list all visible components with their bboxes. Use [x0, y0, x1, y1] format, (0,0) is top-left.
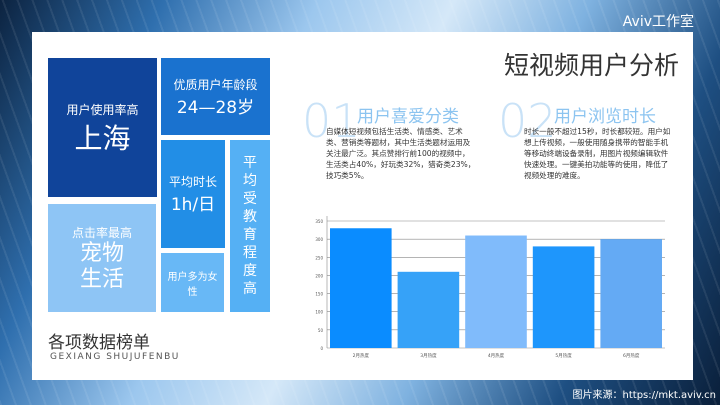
point-number: 01: [302, 94, 361, 148]
bar: [330, 228, 392, 348]
point-heading: 用户喜爱分类: [357, 107, 459, 127]
bar: [465, 235, 527, 348]
tile-label: 用户使用率高: [66, 103, 139, 117]
page-title: 短视频用户分析: [503, 51, 679, 80]
x-tick-label: 4月热度: [488, 352, 505, 359]
x-tick-label: 2月热度: [353, 352, 370, 359]
bar-chart: 0 50 100 150 200 250 300 350 2月热度 3月热度 4月热度 5月热度 6月热…: [315, 216, 665, 359]
section-subtitle: GEXIANG SHUJUFENBU: [50, 352, 180, 362]
tile-label: 用户多为女性: [167, 271, 218, 298]
tile-usage-city: 用户使用率高 上海: [48, 58, 157, 197]
bar: [600, 239, 662, 348]
tile-click-rate: 点击率最高 宠物生活: [48, 204, 156, 312]
x-tick-label: 5月热度: [555, 352, 572, 359]
x-tick-label: 3月热度: [420, 352, 437, 359]
y-tick-label: 200: [315, 273, 323, 278]
image-source: 图片来源：https://mkt.aviv.cn: [572, 390, 716, 401]
x-tick-label: 6月热度: [623, 352, 640, 359]
tile-gender: 用户多为女性: [161, 253, 224, 312]
point-number: 02: [498, 94, 557, 148]
bar: [397, 271, 460, 348]
tile-value: 24—28岁: [176, 97, 255, 118]
tile-label: 平均受教育程度高: [243, 155, 257, 297]
tile-age: 优质用户年龄段 24—28岁: [161, 58, 270, 135]
y-tick-label: 250: [315, 255, 323, 260]
tile-duration: 平均时长 1h/日: [161, 140, 225, 248]
tile-value: 宠物生活: [79, 240, 124, 292]
point-text: 时长一般不超过15秒，时长都较短。用户如想上传视频，一般使用随身携带的智能手机等…: [524, 127, 671, 180]
tile-label: 平均时长: [168, 175, 217, 189]
tile-label: 点击率最高: [71, 225, 132, 240]
section-title: 各项数据榜单: [48, 333, 150, 353]
y-tick-label: 0: [320, 346, 323, 351]
tile-education: 平均受教育程度高: [230, 140, 270, 312]
tile-label: 优质用户年龄段: [173, 77, 258, 92]
point-heading: 用户浏览时长: [554, 107, 656, 127]
bar: [532, 246, 595, 348]
y-tick-label: 350: [315, 219, 323, 224]
tile-value: 1h/日: [170, 195, 216, 215]
brand-label: Aviv工作室: [622, 14, 694, 30]
tile-value: 上海: [74, 122, 131, 155]
content-card: 短视频用户分析 用户使用率高 上海 优质用户年龄段 24—28岁 平均时长 1h…: [32, 32, 693, 380]
y-tick-label: 150: [315, 292, 323, 297]
y-tick-label: 300: [315, 237, 323, 242]
y-tick-label: 100: [315, 310, 323, 315]
point-text: 自媒体短视频包括生活类、情感类、艺术类、营销类等题材，其中生活类题材运用及关注最…: [326, 127, 476, 180]
y-tick-label: 50: [318, 328, 324, 333]
